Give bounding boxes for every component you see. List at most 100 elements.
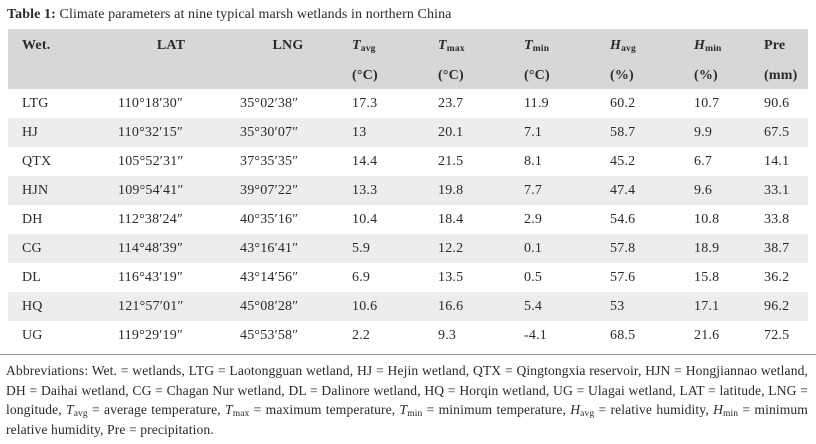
cell-CG-lat: 114°48′39″ — [110, 234, 232, 263]
cell-DL-wet: DL — [22, 269, 42, 285]
cell-UG-pre: 72.5 — [764, 327, 790, 343]
cell-DH-tavg: 10.4 — [352, 211, 378, 227]
climate-table: Wet. LAT LNG Tavg (°C) Tmax (°C) Tmin (°C) Havg (%… — [8, 29, 808, 350]
column-header-pre: Pre (mm) — [756, 29, 808, 89]
cell-HJN-lat: 109°54′41″ — [110, 176, 232, 205]
cell-CG-pre: 38.7 — [756, 234, 808, 263]
cell-HJ-lat: 110°32′15″ — [110, 118, 232, 147]
cell-HJ-tavg: 13 — [344, 118, 430, 147]
footnote-segment: = average temperature, — [87, 402, 226, 417]
column-header-tmax: Tmax (°C) — [430, 29, 516, 89]
cell-UG-havg: 68.5 — [610, 327, 636, 343]
cell-HQ-pre: 96.2 — [756, 292, 808, 321]
cell-CG-havg: 57.8 — [602, 234, 686, 263]
cell-QTX-tavg: 14.4 — [352, 153, 378, 169]
cell-DL-hmin: 15.8 — [694, 269, 720, 285]
table-row-QTX: QTX 105°52′31″ 37°35′35″ 14.4 21.5 8.1 45.2 6.7… — [8, 147, 808, 176]
column-symbol-wet: Wet. — [22, 38, 51, 53]
column-header-hmin: Hmin (%) — [686, 29, 756, 89]
cell-DH-tmin: 2.9 — [524, 211, 543, 227]
cell-HJ-tmin: 7.1 — [516, 118, 602, 147]
cell-DL-tmin: 0.5 — [524, 269, 543, 285]
cell-DH-wet: DH — [22, 211, 43, 227]
column-symbol-tmax: Tmax — [438, 38, 465, 54]
cell-CG-tmin: 0.1 — [516, 234, 602, 263]
table-row-HJN: HJN 109°54′41″ 39°07′22″ 13.3 19.8 7.7 47.4 9.6… — [8, 176, 808, 205]
cell-HJN-tavg: 13.3 — [344, 176, 430, 205]
cell-LTG-hmin: 10.7 — [694, 95, 720, 111]
cell-LTG-tavg: 17.3 — [352, 95, 378, 111]
column-unit-tmax: (°C) — [438, 68, 464, 83]
column-unit-tmin: (°C) — [524, 68, 550, 83]
cell-DL-lng: 43°14′56″ — [240, 269, 299, 285]
cell-HJ-wet: HJ — [8, 118, 110, 147]
footnote-segment: T — [399, 402, 408, 417]
cell-HJN-wet: HJN — [8, 176, 110, 205]
cell-QTX-tmin: 8.1 — [524, 153, 543, 169]
cell-DH-hmin: 10.8 — [694, 211, 720, 227]
column-unit-pre: (mm) — [764, 68, 798, 83]
cell-QTX-pre: 14.1 — [764, 153, 790, 169]
cell-LTG-havg: 60.2 — [610, 95, 636, 111]
cell-HQ-wet: HQ — [8, 292, 110, 321]
cell-HJN-tmax: 19.8 — [430, 176, 516, 205]
cell-DH-lng: 40°35′16″ — [240, 211, 299, 227]
cell-HJ-havg: 58.7 — [602, 118, 686, 147]
column-header-lng: LNG — [232, 29, 344, 89]
cell-HQ-tmax: 16.6 — [430, 292, 516, 321]
cell-LTG-pre: 90.6 — [764, 95, 790, 111]
cell-HJN-tmin: 7.7 — [516, 176, 602, 205]
cell-DL-lat: 116°43′19″ — [118, 269, 183, 285]
cell-QTX-hmin: 6.7 — [694, 153, 713, 169]
cell-UG-tavg: 2.2 — [352, 327, 371, 343]
cell-HQ-hmin: 17.1 — [686, 292, 756, 321]
table-row-DH: DH 112°38′24″ 40°35′16″ 10.4 18.4 2.9 54.6 10.8… — [8, 205, 808, 234]
cell-DL-tmax: 13.5 — [438, 269, 464, 285]
cell-QTX-havg: 45.2 — [610, 153, 636, 169]
table-row-DL: DL 116°43′19″ 43°14′56″ 6.9 13.5 0.5 57.6 15.8 3… — [8, 263, 808, 292]
column-unit-tavg: (°C) — [352, 68, 378, 83]
table-row-LTG: LTG 110°18′30″ 35°02′38″ 17.3 23.7 11.9 60.2 10… — [8, 89, 808, 118]
cell-UG-lat: 119°29′19″ — [118, 327, 183, 343]
column-header-lat: LAT — [110, 29, 232, 89]
column-unit-lat — [110, 68, 232, 89]
column-unit-havg: (%) — [610, 68, 634, 83]
cell-LTG-tmax: 23.7 — [438, 95, 464, 111]
cell-DL-havg: 57.6 — [610, 269, 636, 285]
cell-DL-pre: 36.2 — [764, 269, 790, 285]
table-header: Wet. LAT LNG Tavg (°C) Tmax (°C) Tmin (°C) Havg (%… — [8, 29, 808, 89]
column-symbol-tmin: Tmin — [524, 38, 550, 54]
cell-HQ-tmin: 5.4 — [516, 292, 602, 321]
cell-HJ-pre: 67.5 — [756, 118, 808, 147]
column-symbol-pre: Pre — [764, 38, 786, 53]
table-row-UG: UG 119°29′19″ 45°53′58″ 2.2 9.3 -4.1 68.5 21.6 7… — [8, 321, 808, 350]
cell-LTG-lat: 110°18′30″ — [118, 95, 183, 111]
footnote-segment: H — [713, 402, 724, 417]
cell-LTG-lng: 35°02′38″ — [240, 95, 299, 111]
column-header-havg: Havg (%) — [602, 29, 686, 89]
footnote-segment: avg — [73, 409, 88, 419]
cell-HQ-tavg: 10.6 — [344, 292, 430, 321]
column-symbol-tavg: Tavg — [352, 38, 376, 54]
column-symbol-lat: LAT — [156, 38, 186, 53]
column-symbol-lng: LNG — [272, 38, 304, 53]
cell-CG-hmin: 18.9 — [686, 234, 756, 263]
column-unit-lng — [232, 68, 344, 89]
table-caption-text: Climate parameters at nine typical marsh… — [59, 7, 452, 22]
footnote-segment: min — [723, 409, 739, 419]
table-row-HJ: HJ 110°32′15″ 35°30′07″ 13 20.1 7.1 58.7 9.9 67.… — [8, 118, 808, 147]
footnote-segment: max — [232, 409, 250, 419]
cell-LTG-wet: LTG — [22, 95, 49, 111]
cell-HJ-tmax: 20.1 — [430, 118, 516, 147]
cell-CG-tmax: 12.2 — [430, 234, 516, 263]
table-row-CG: CG 114°48′39″ 43°16′41″ 5.9 12.2 0.1 57.8 18.9 3… — [8, 234, 808, 263]
cell-DH-pre: 33.8 — [764, 211, 790, 227]
cell-CG-wet: CG — [8, 234, 110, 263]
cell-UG-lng: 45°53′58″ — [240, 327, 299, 343]
footnote-segment: H — [570, 402, 581, 417]
cell-HQ-havg: 53 — [602, 292, 686, 321]
table-row-HQ: HQ 121°57′01″ 45°08′28″ 10.6 16.6 5.4 53 17.1 96… — [8, 292, 808, 321]
cell-HJ-lng: 35°30′07″ — [232, 118, 344, 147]
cell-UG-wet: UG — [22, 327, 43, 343]
